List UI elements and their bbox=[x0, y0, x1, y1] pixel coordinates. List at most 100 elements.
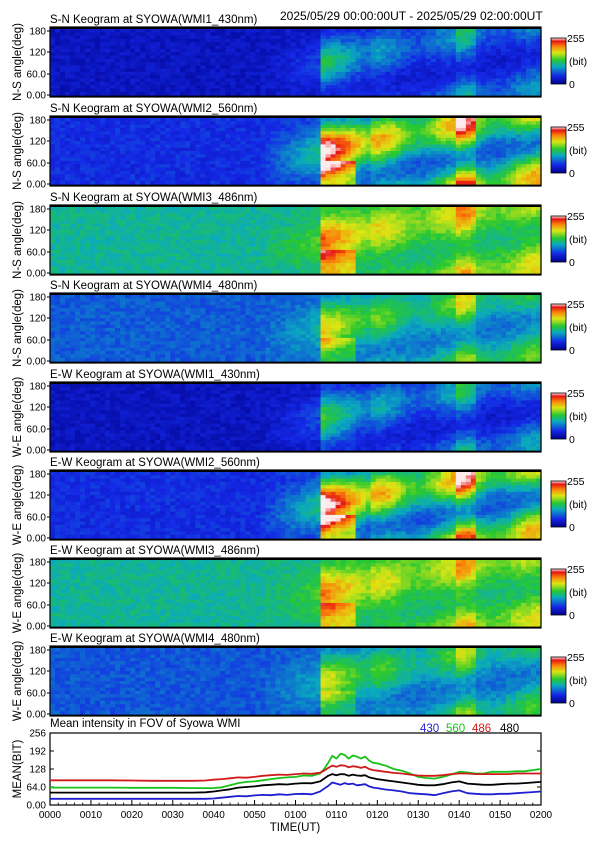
keogram-cell bbox=[375, 164, 382, 169]
keogram-cell bbox=[335, 160, 342, 165]
keogram-cell bbox=[105, 154, 111, 159]
keogram-cell bbox=[235, 127, 241, 132]
keogram-cell bbox=[410, 167, 417, 172]
keogram-cell bbox=[225, 35, 231, 40]
keogram-cell bbox=[160, 71, 166, 76]
keogram-cell bbox=[265, 32, 272, 37]
keogram-cell bbox=[105, 147, 111, 152]
keogram-cell bbox=[385, 167, 392, 172]
keogram-cell bbox=[320, 137, 327, 142]
keogram-cell bbox=[380, 131, 387, 136]
keogram-cell bbox=[270, 52, 277, 56]
keogram-cell bbox=[420, 134, 427, 139]
keogram-cell bbox=[285, 88, 292, 93]
keogram-cell bbox=[340, 174, 347, 178]
keogram-cell bbox=[175, 144, 181, 149]
keogram-cell bbox=[485, 48, 492, 53]
keogram-cell bbox=[370, 124, 377, 129]
keogram-cell bbox=[285, 85, 292, 89]
keogram-cell bbox=[330, 48, 337, 53]
keogram-cell bbox=[55, 127, 61, 132]
keogram-cell bbox=[310, 137, 317, 142]
keogram-cell bbox=[220, 144, 226, 149]
keogram-cell bbox=[310, 58, 317, 63]
keogram-cell bbox=[535, 78, 542, 83]
keogram-cell bbox=[250, 78, 257, 83]
keogram-cell bbox=[140, 35, 146, 40]
keogram-cell bbox=[150, 62, 156, 66]
keogram-cell bbox=[295, 137, 302, 142]
keogram-cell bbox=[305, 174, 312, 178]
keogram-cell bbox=[215, 29, 221, 33]
keogram-cell bbox=[85, 121, 91, 126]
keogram-cell bbox=[230, 118, 236, 122]
keogram-cell bbox=[305, 48, 312, 53]
keogram-cell bbox=[420, 177, 427, 182]
keogram-cell bbox=[95, 71, 101, 76]
keogram-cell bbox=[315, 180, 322, 185]
keogram-cell bbox=[245, 68, 252, 73]
keogram-cell bbox=[350, 174, 357, 178]
keogram-cell bbox=[285, 134, 292, 139]
keogram-cell bbox=[280, 75, 287, 80]
keogram-cell bbox=[135, 91, 141, 96]
keogram-cell bbox=[95, 167, 101, 172]
keogram-cell bbox=[70, 144, 76, 149]
keogram-cell bbox=[400, 75, 407, 80]
keogram-cell bbox=[350, 118, 357, 122]
keogram-cell bbox=[370, 78, 377, 83]
keogram-cell bbox=[170, 85, 176, 89]
keogram-cell bbox=[225, 124, 231, 129]
keogram-cell bbox=[505, 32, 512, 37]
keogram-cell bbox=[90, 85, 96, 89]
keogram-cell bbox=[380, 151, 387, 155]
keogram-cell bbox=[110, 65, 116, 70]
keogram-cell bbox=[290, 85, 297, 89]
keogram-cell bbox=[315, 127, 322, 132]
keogram-cell bbox=[100, 154, 106, 159]
keogram-cell bbox=[210, 81, 216, 86]
keogram-cell bbox=[490, 71, 497, 76]
keogram-cell bbox=[490, 32, 497, 37]
keogram-cell bbox=[255, 58, 262, 63]
keogram-cell bbox=[230, 160, 236, 165]
keogram-cell bbox=[415, 55, 422, 60]
keogram-cell bbox=[220, 174, 226, 178]
keogram-cell bbox=[65, 78, 71, 83]
keogram-cell bbox=[155, 91, 161, 96]
keogram-cell bbox=[340, 118, 347, 122]
keogram-cell bbox=[175, 52, 181, 56]
keogram-cell bbox=[300, 154, 307, 159]
keogram-cell bbox=[395, 65, 402, 70]
keogram-cell bbox=[285, 124, 292, 129]
keogram-cell bbox=[380, 160, 387, 165]
keogram-cell bbox=[90, 144, 96, 149]
keogram-cell bbox=[390, 131, 397, 136]
keogram-cell bbox=[260, 81, 267, 86]
keogram-cell bbox=[230, 134, 236, 139]
keogram-cell bbox=[225, 52, 231, 56]
keogram-cell bbox=[370, 118, 377, 122]
keogram-cell bbox=[520, 78, 527, 83]
keogram-cell bbox=[385, 91, 392, 96]
keogram-cell bbox=[475, 78, 482, 83]
keogram-cell bbox=[175, 58, 181, 63]
keogram-cell bbox=[415, 144, 422, 149]
keogram-cell bbox=[235, 147, 241, 152]
keogram-cell bbox=[340, 45, 347, 50]
keogram-cell bbox=[355, 180, 362, 185]
keogram-cell bbox=[385, 141, 392, 145]
keogram-cell bbox=[165, 121, 171, 126]
keogram-cell bbox=[200, 38, 206, 43]
keogram-cell bbox=[145, 35, 151, 40]
keogram-cell bbox=[425, 75, 432, 80]
keogram-cell bbox=[530, 62, 537, 66]
keogram-cell bbox=[125, 78, 131, 83]
keogram-cell bbox=[155, 81, 161, 86]
keogram-cell bbox=[185, 170, 191, 175]
keogram-cell bbox=[110, 68, 116, 73]
keogram-cell bbox=[210, 127, 216, 132]
keogram-cell bbox=[160, 58, 166, 63]
keogram-cell bbox=[360, 147, 367, 152]
